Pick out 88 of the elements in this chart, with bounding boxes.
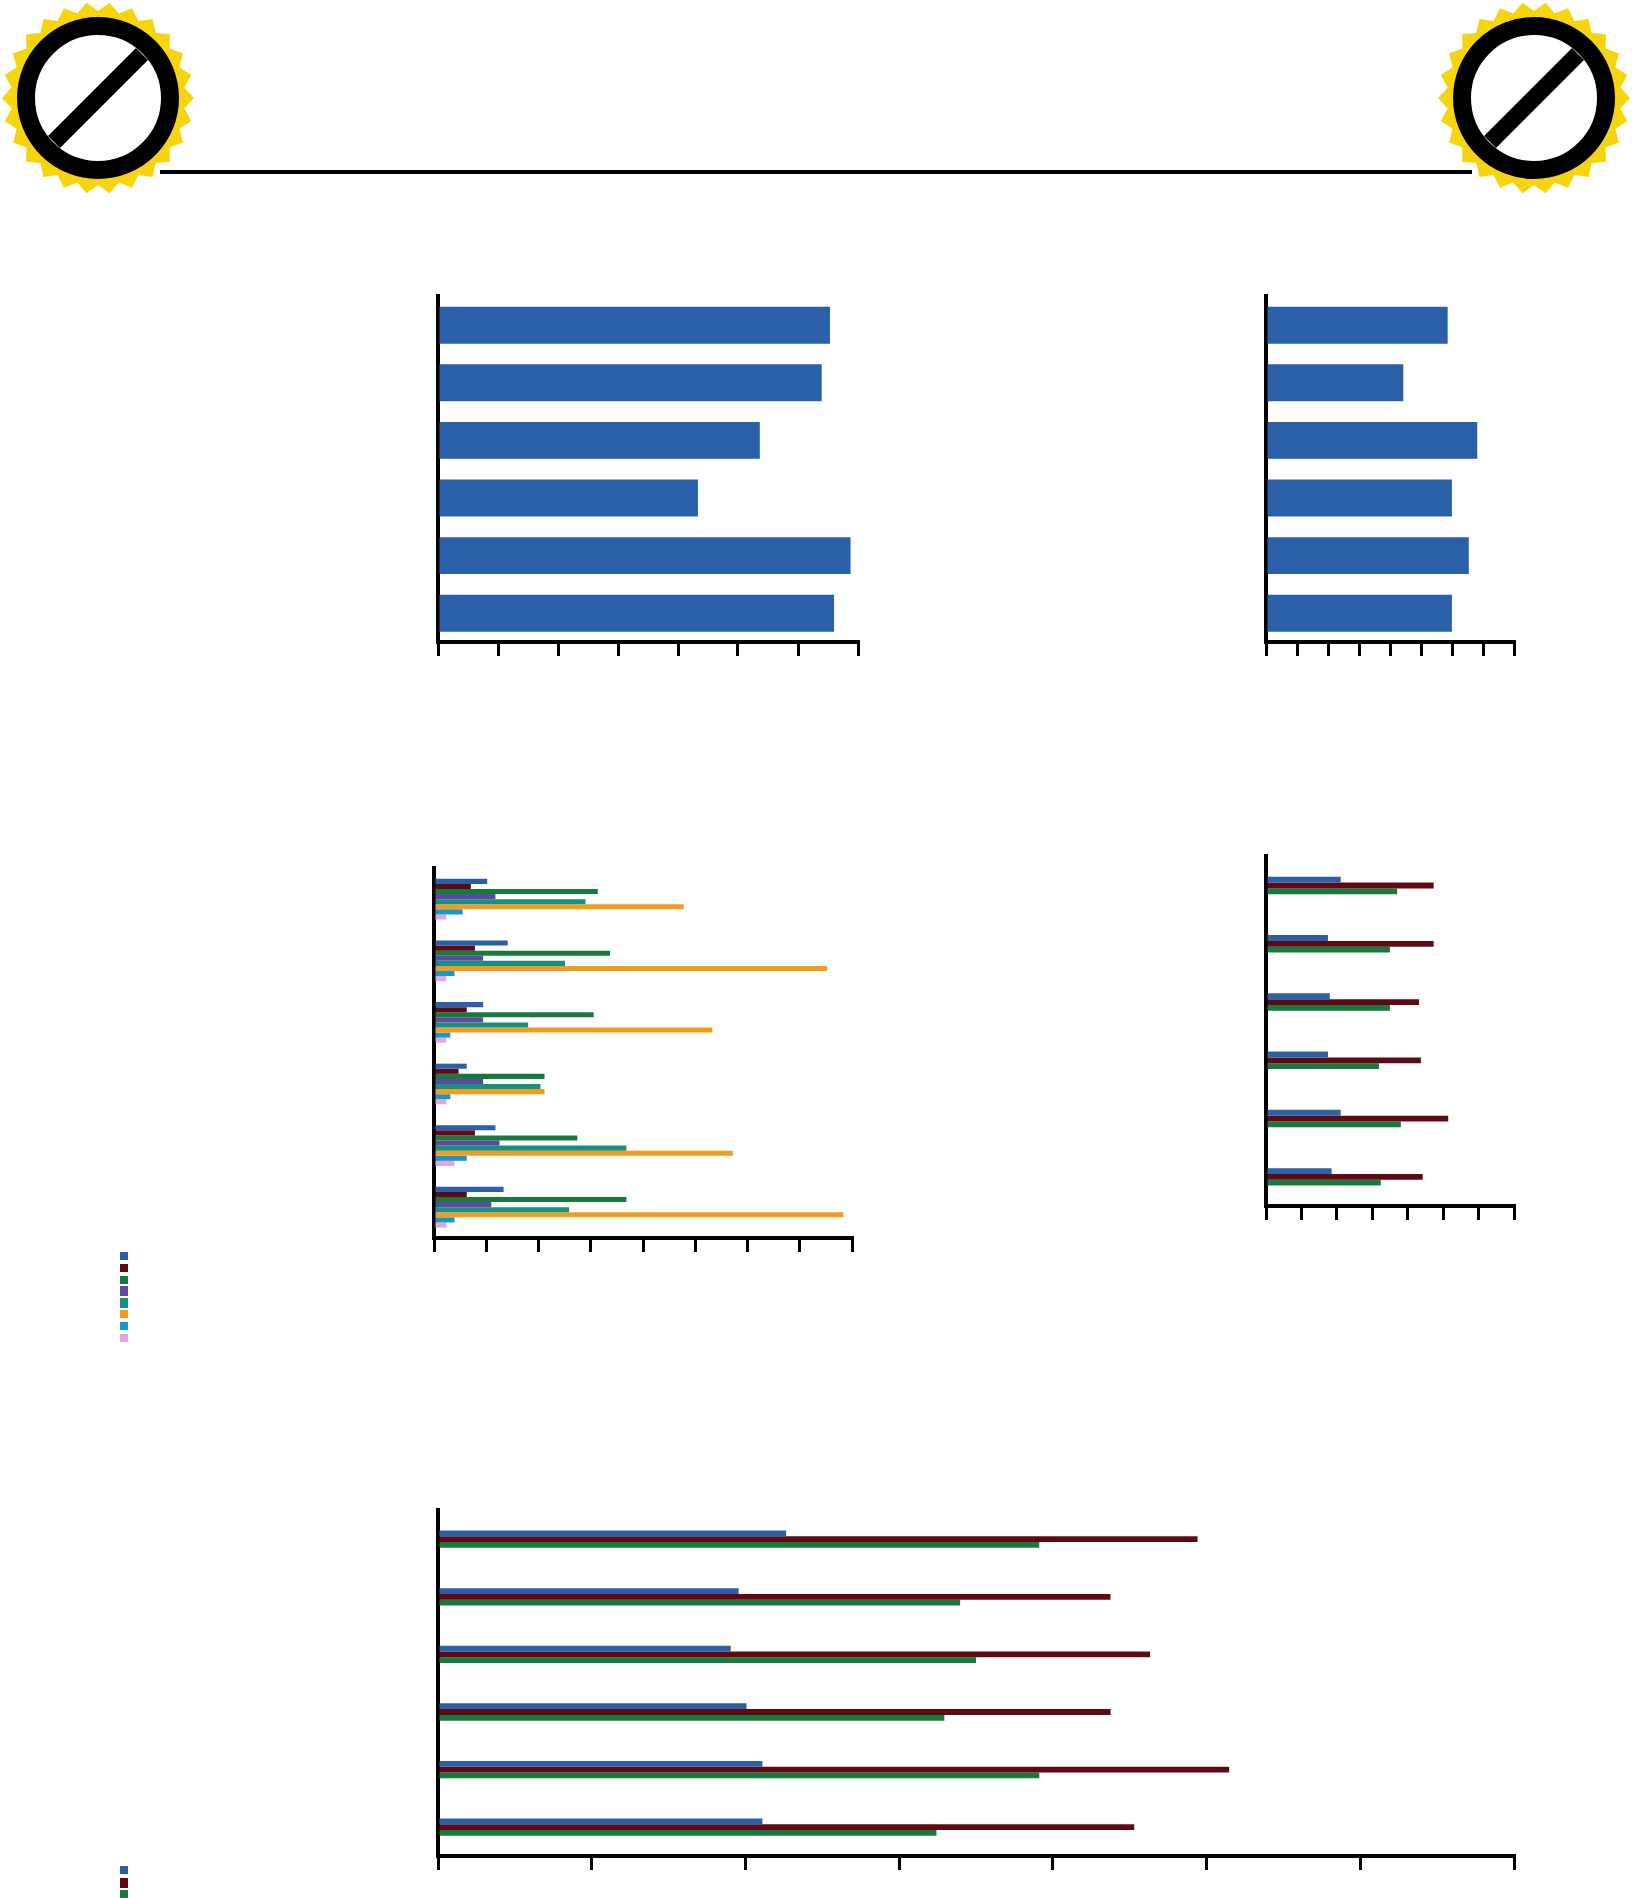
bar [1267,1173,1423,1180]
bar [439,1645,731,1652]
bar [439,1824,1135,1831]
bar [439,479,698,517]
bar [439,1588,739,1594]
bar [435,976,447,982]
bar [435,940,508,946]
bar [1267,940,1434,947]
bar [435,950,611,956]
bar [439,1772,1040,1779]
bar [435,1212,844,1218]
bar [435,1202,492,1208]
bar [435,883,471,890]
bar [435,1135,578,1141]
bar [435,1160,455,1166]
bar [1267,1179,1381,1186]
bar [439,1709,1111,1715]
bar [435,945,475,951]
bar [1267,993,1330,1000]
bar [435,1078,484,1084]
bar [1267,479,1452,517]
bar [435,914,447,920]
bar [435,1027,713,1033]
bar [435,904,684,910]
bar [439,594,835,632]
bar [435,878,488,884]
bar [435,899,586,905]
bar [1267,594,1452,632]
bar [435,1186,504,1192]
bar [435,960,566,966]
bar [439,1536,1198,1543]
bar [435,1197,627,1203]
bar [435,1073,545,1079]
bar [439,1657,976,1664]
bar [435,1063,467,1069]
bar [439,1830,937,1836]
bar [1267,306,1448,344]
bar [439,306,830,344]
bar [1267,946,1390,953]
bar [435,1089,545,1095]
bar [435,1099,447,1105]
bar [435,1222,447,1228]
bar [435,1155,467,1161]
bar [435,1130,475,1136]
bar [1267,876,1341,883]
bar [435,1037,447,1043]
bar [435,1191,467,1198]
bar [435,1012,594,1018]
bar [435,1140,500,1146]
bar [1267,537,1469,575]
bar [439,1760,763,1767]
bar [1267,1109,1341,1116]
bar [1267,1115,1449,1122]
bar [435,1007,467,1013]
bar [1267,1057,1421,1064]
bar [435,1217,455,1223]
bar [439,364,822,402]
bar [435,1068,459,1074]
bar [439,421,760,459]
bar [435,1145,627,1151]
bar [439,1714,945,1721]
bar [435,894,496,900]
bar [435,1022,529,1028]
bar [435,1002,484,1008]
bar [435,909,463,915]
bar [435,1084,541,1090]
bar [439,537,851,575]
bar [1267,935,1328,941]
bar [435,1150,733,1156]
bar [439,1703,747,1710]
bar [1267,999,1420,1005]
bar [1267,421,1478,459]
bar [1267,1168,1332,1174]
bar [435,970,455,977]
bar [435,1017,484,1023]
bar [435,1032,451,1038]
bar [1267,364,1404,402]
bar [435,1094,451,1100]
bar [435,889,598,895]
bar [439,1542,1040,1548]
bar [1267,1063,1379,1070]
bar [435,1207,570,1213]
bar [435,1125,496,1131]
bar [1267,1004,1390,1011]
bar [435,955,484,961]
bar [435,965,828,971]
bar [1267,888,1398,895]
bar [439,1593,1111,1600]
